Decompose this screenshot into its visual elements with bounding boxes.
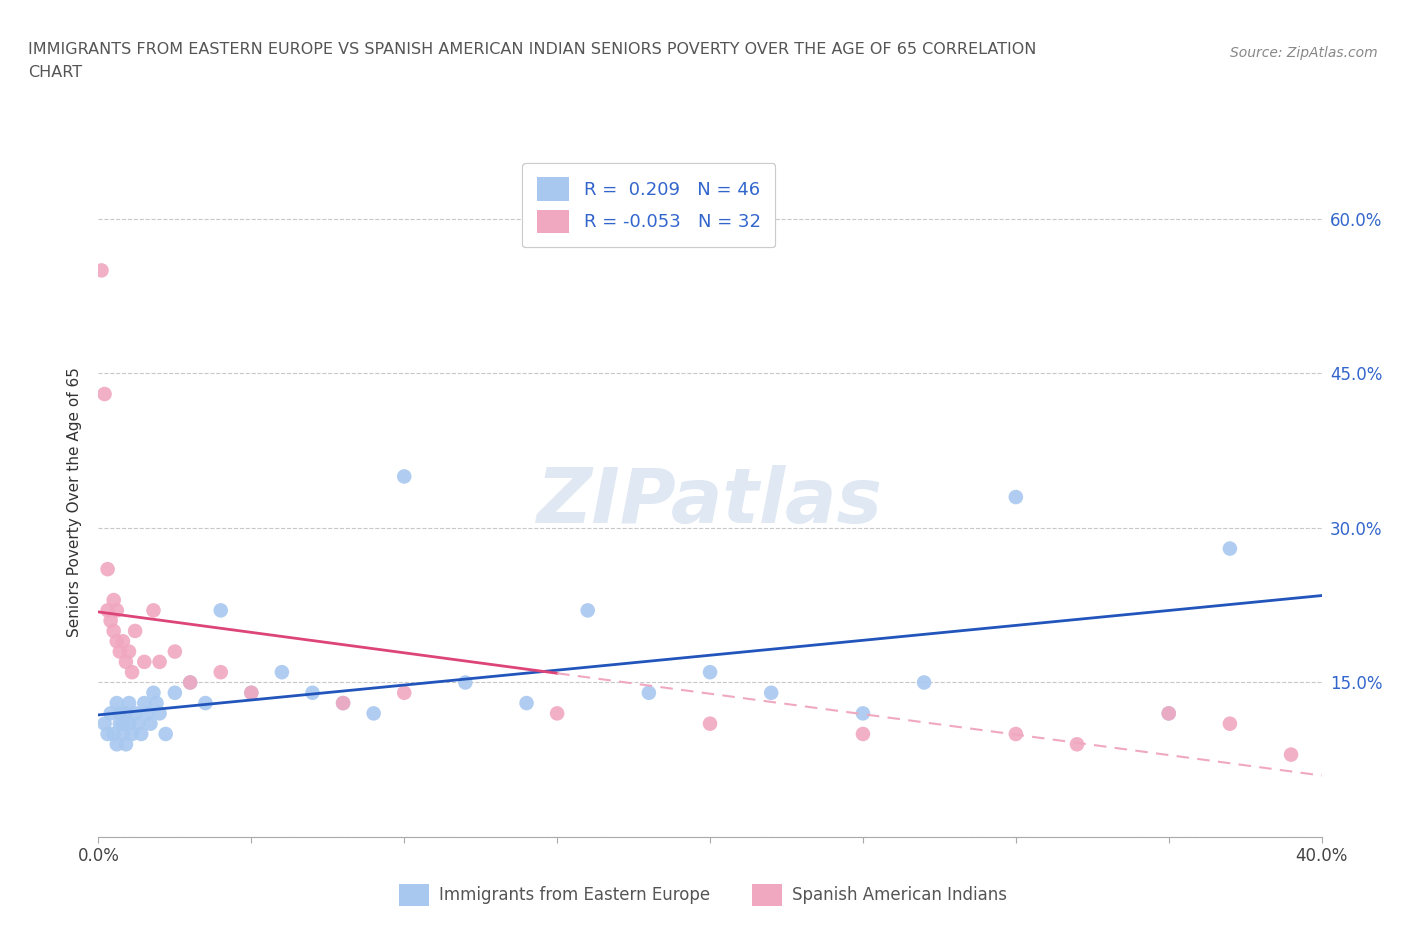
Legend: Immigrants from Eastern Europe, Spanish American Indians: Immigrants from Eastern Europe, Spanish … — [392, 878, 1014, 912]
Point — [124, 706, 146, 721]
Point — [100, 706, 122, 721]
Point — [179, 675, 201, 690]
Point — [105, 696, 128, 711]
Point — [149, 706, 172, 721]
Point — [194, 696, 217, 711]
Point — [912, 675, 935, 690]
Point — [108, 644, 131, 659]
Point — [97, 726, 120, 741]
Point — [115, 737, 138, 751]
Point — [118, 644, 141, 659]
Point — [240, 685, 263, 700]
Point — [1066, 737, 1088, 751]
Point — [93, 387, 115, 402]
Legend: R =  0.209   N = 46, R = -0.053   N = 32: R = 0.209 N = 46, R = -0.053 N = 32 — [523, 163, 775, 247]
Point — [97, 603, 120, 618]
Point — [108, 706, 131, 721]
Point — [118, 716, 141, 731]
Point — [103, 726, 125, 741]
Point — [454, 675, 477, 690]
Point — [105, 737, 128, 751]
Point — [163, 685, 186, 700]
Point — [179, 675, 201, 690]
Point — [139, 716, 162, 731]
Point — [1004, 726, 1026, 741]
Point — [155, 726, 177, 741]
Point — [145, 696, 167, 711]
Point — [392, 469, 416, 484]
Point — [576, 603, 599, 618]
Point — [105, 634, 128, 649]
Point — [392, 685, 416, 700]
Point — [134, 696, 156, 711]
Point — [115, 655, 138, 670]
Point — [546, 706, 568, 721]
Point — [363, 706, 385, 721]
Point — [1219, 716, 1241, 731]
Point — [142, 603, 165, 618]
Point — [149, 655, 172, 670]
Point — [1279, 747, 1302, 762]
Point — [108, 716, 131, 731]
Point — [127, 716, 149, 731]
Point — [115, 706, 138, 721]
Point — [111, 726, 134, 741]
Point — [1157, 706, 1180, 721]
Point — [637, 685, 661, 700]
Point — [97, 562, 120, 577]
Point — [136, 706, 159, 721]
Point — [301, 685, 323, 700]
Point — [111, 716, 134, 731]
Point — [1157, 706, 1180, 721]
Point — [1004, 489, 1026, 504]
Point — [332, 696, 354, 711]
Point — [209, 665, 232, 680]
Point — [332, 696, 354, 711]
Y-axis label: Seniors Poverty Over the Age of 65: Seniors Poverty Over the Age of 65 — [67, 367, 83, 637]
Point — [270, 665, 292, 680]
Point — [118, 696, 141, 711]
Point — [852, 726, 875, 741]
Point — [121, 726, 143, 741]
Text: Source: ZipAtlas.com: Source: ZipAtlas.com — [1230, 46, 1378, 60]
Point — [209, 603, 232, 618]
Point — [100, 613, 122, 628]
Point — [699, 716, 721, 731]
Point — [105, 603, 128, 618]
Point — [93, 716, 115, 731]
Point — [163, 644, 186, 659]
Point — [516, 696, 538, 711]
Point — [134, 655, 156, 670]
Point — [129, 726, 152, 741]
Point — [121, 665, 143, 680]
Point — [699, 665, 721, 680]
Text: CHART: CHART — [28, 65, 82, 80]
Point — [90, 263, 112, 278]
Point — [1219, 541, 1241, 556]
Point — [759, 685, 782, 700]
Point — [852, 706, 875, 721]
Point — [111, 634, 134, 649]
Point — [240, 685, 263, 700]
Text: IMMIGRANTS FROM EASTERN EUROPE VS SPANISH AMERICAN INDIAN SENIORS POVERTY OVER T: IMMIGRANTS FROM EASTERN EUROPE VS SPANIS… — [28, 42, 1036, 57]
Text: ZIPatlas: ZIPatlas — [537, 465, 883, 539]
Point — [124, 623, 146, 638]
Point — [103, 592, 125, 607]
Point — [142, 685, 165, 700]
Point — [103, 623, 125, 638]
